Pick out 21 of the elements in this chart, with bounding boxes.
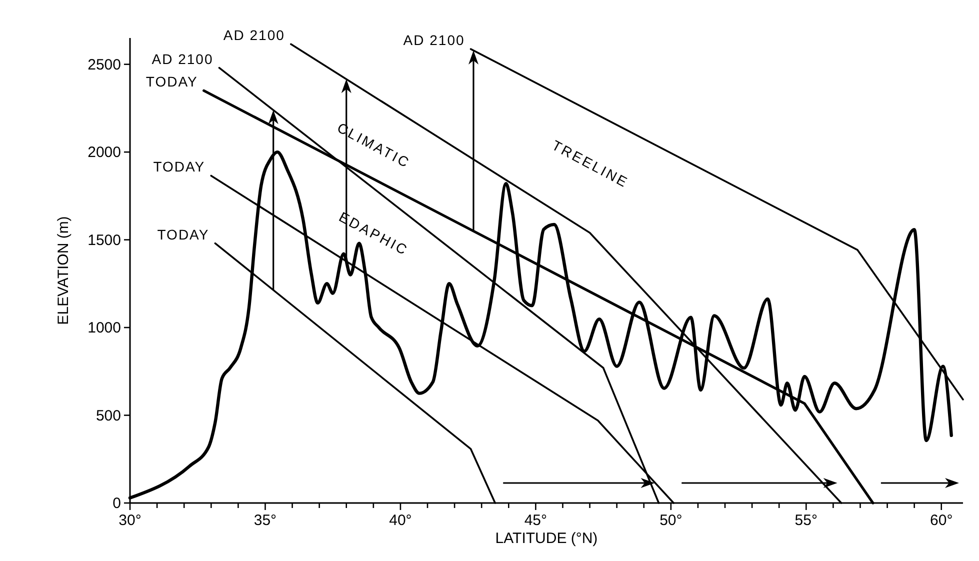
y-tick-label: 500 <box>96 407 121 424</box>
x-tick-label: 55° <box>794 512 818 529</box>
x-axis-title: LATITUDE (°N) <box>495 530 598 547</box>
x-tick-label: 30° <box>118 512 142 529</box>
x-tick-label: 40° <box>389 512 412 529</box>
annotation: AD 2100 <box>152 50 214 67</box>
annotation: TODAY <box>157 226 210 242</box>
y-tick-label: 2000 <box>88 144 121 162</box>
y-tick-label: 1000 <box>88 320 121 337</box>
y-tick-label: 1500 <box>88 232 121 249</box>
x-tick-label: 50° <box>660 512 682 529</box>
y-axis-title: ELEVATION (m) <box>55 216 72 325</box>
annotation: AD 2100 <box>223 27 285 44</box>
y-tick-label: 2500 <box>88 56 121 74</box>
annotation: TODAY <box>153 158 206 175</box>
annotation: TODAY <box>146 74 198 90</box>
x-tick-label: 60° <box>930 512 953 529</box>
x-tick-label: 35° <box>254 512 277 529</box>
y-tick-label: 0 <box>112 495 121 512</box>
x-tick-label: 45° <box>524 512 548 529</box>
annotation: AD 2100 <box>403 32 465 48</box>
